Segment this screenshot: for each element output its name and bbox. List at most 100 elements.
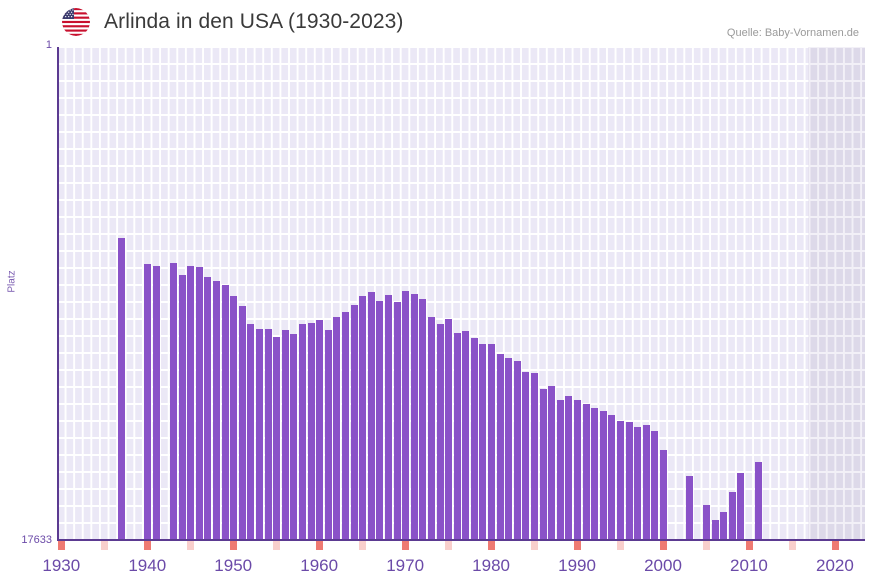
bar-1984[interactable]: [522, 371, 530, 541]
x-axis-tick-marks: [57, 541, 865, 551]
x-tick-1945: [187, 541, 195, 550]
bar-1997[interactable]: [634, 426, 642, 541]
x-axis-label-1960: 1960: [300, 556, 339, 575]
x-tick-1935: [101, 541, 109, 550]
bar-1973[interactable]: [427, 317, 435, 541]
bar-2008[interactable]: [728, 492, 736, 541]
x-axis-label-1970: 1970: [386, 556, 425, 575]
bar-1971[interactable]: [410, 293, 418, 541]
x-axis-label-2000: 2000: [644, 556, 682, 575]
x-tick-1990: [574, 541, 582, 550]
bar-2005[interactable]: [702, 505, 710, 541]
bar-1989[interactable]: [565, 395, 573, 541]
bar-2003[interactable]: [685, 475, 693, 541]
page-title: Arlinda in den USA (1930-2023): [104, 10, 404, 33]
x-tick-1940: [144, 541, 152, 550]
bar-1976[interactable]: [453, 332, 461, 541]
bar-1943[interactable]: [170, 262, 178, 541]
x-axis-label-1950: 1950: [214, 556, 253, 575]
bar-1945[interactable]: [187, 265, 195, 541]
bar-1977[interactable]: [462, 331, 470, 541]
bar-1960[interactable]: [316, 320, 324, 541]
bar-1983[interactable]: [513, 360, 521, 541]
bar-2009[interactable]: [737, 472, 745, 541]
bar-1949[interactable]: [221, 285, 229, 541]
bar-1948[interactable]: [213, 280, 221, 541]
bar-1991[interactable]: [582, 404, 590, 541]
bar-1955[interactable]: [273, 336, 281, 541]
bar-1999[interactable]: [651, 430, 659, 541]
bar-1962[interactable]: [333, 317, 341, 541]
bar-1937[interactable]: [118, 237, 126, 541]
x-tick-1965: [359, 541, 367, 550]
x-axis-label-1940: 1940: [128, 556, 167, 575]
plot-area: [57, 47, 865, 541]
x-axis-label-2020: 2020: [815, 556, 854, 575]
bar-1967[interactable]: [376, 300, 384, 541]
bar-1974[interactable]: [436, 324, 444, 541]
y-axis-title: Platz: [6, 270, 18, 293]
y-axis-line: [57, 47, 59, 541]
bar-1970[interactable]: [402, 290, 410, 541]
y-axis-top-label: 1: [45, 39, 52, 51]
bar-1958[interactable]: [298, 324, 306, 541]
x-tick-1985: [531, 541, 539, 550]
x-tick-2020: [831, 541, 839, 550]
bar-1987[interactable]: [548, 385, 556, 541]
bar-1981[interactable]: [496, 353, 504, 541]
x-axis-label-2010: 2010: [730, 556, 768, 575]
bar-2000[interactable]: [660, 450, 667, 541]
bar-1944[interactable]: [178, 275, 186, 541]
bar-1946[interactable]: [195, 266, 203, 541]
bar-series: [57, 47, 865, 541]
x-tick-1995: [617, 541, 625, 550]
bar-1972[interactable]: [419, 299, 427, 541]
bar-1952[interactable]: [247, 324, 255, 541]
bar-1994[interactable]: [608, 415, 616, 541]
bar-1957[interactable]: [290, 334, 298, 541]
bar-1980[interactable]: [488, 343, 496, 541]
bar-1963[interactable]: [341, 311, 349, 541]
bar-1956[interactable]: [281, 329, 289, 541]
bar-1988[interactable]: [556, 400, 564, 541]
x-tick-2005: [702, 541, 710, 550]
bar-1985[interactable]: [531, 373, 539, 541]
bar-1940[interactable]: [144, 264, 152, 541]
x-tick-1955: [273, 541, 281, 550]
bar-1964[interactable]: [350, 304, 358, 541]
bar-1950[interactable]: [230, 296, 238, 541]
bar-1968[interactable]: [384, 294, 392, 541]
bar-1992[interactable]: [591, 408, 599, 541]
bar-1969[interactable]: [393, 301, 401, 541]
bar-1978[interactable]: [470, 338, 478, 541]
x-tick-2000: [660, 541, 667, 550]
bar-1941[interactable]: [152, 265, 160, 541]
x-axis-labels: 1930 1940 1950 1960 1970 1980 1990 2000 2010 2020: [0, 556, 873, 582]
y-axis-bottom-label: 17633: [21, 534, 52, 546]
bar-1961[interactable]: [324, 329, 332, 541]
bar-1951[interactable]: [238, 306, 246, 541]
bar-1982[interactable]: [505, 357, 513, 541]
bar-1966[interactable]: [367, 292, 375, 541]
bar-2007[interactable]: [720, 512, 728, 541]
bar-2011[interactable]: [754, 461, 762, 541]
bar-1965[interactable]: [359, 296, 367, 541]
bar-1979[interactable]: [479, 343, 487, 541]
bar-1995[interactable]: [617, 421, 625, 541]
bar-1954[interactable]: [264, 328, 272, 541]
bar-1975[interactable]: [445, 318, 453, 541]
bar-1993[interactable]: [599, 411, 607, 541]
chart-header: Arlinda in den USA (1930-2023) Quelle: B…: [0, 0, 873, 46]
x-tick-1970: [402, 541, 410, 550]
x-tick-2015: [788, 541, 796, 550]
bar-1998[interactable]: [642, 425, 650, 541]
x-axis-label-1980: 1980: [472, 556, 510, 575]
bar-2006[interactable]: [711, 520, 719, 541]
bar-1986[interactable]: [539, 388, 547, 541]
bar-1953[interactable]: [256, 328, 263, 541]
bar-1990[interactable]: [574, 400, 582, 541]
bar-1959[interactable]: [307, 322, 315, 541]
bar-1947[interactable]: [204, 276, 212, 541]
bar-1996[interactable]: [625, 422, 633, 541]
